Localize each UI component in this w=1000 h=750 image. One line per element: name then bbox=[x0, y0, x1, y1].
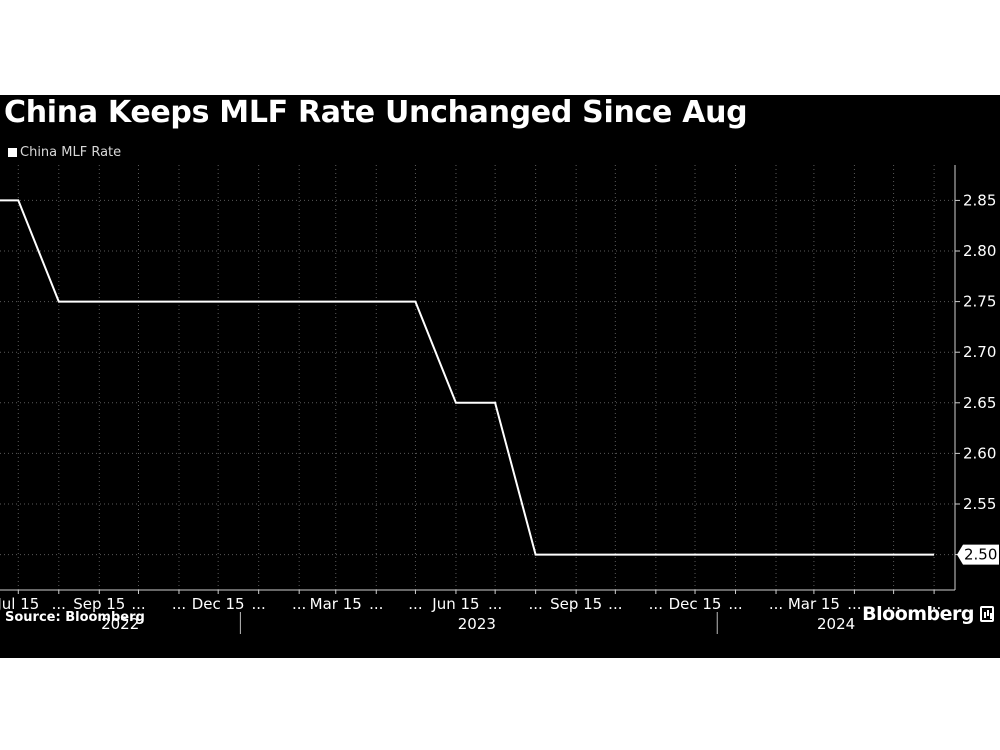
brand-name: Bloomberg bbox=[862, 603, 974, 625]
year-label: 2023 bbox=[458, 615, 496, 633]
chart-panel: China Keeps MLF Rate Unchanged Since Aug… bbox=[0, 95, 1000, 658]
x-tick-label: ... bbox=[252, 595, 266, 613]
x-tick-label: ... bbox=[649, 595, 663, 613]
bloomberg-logo: Bloomberg bbox=[862, 603, 994, 625]
y-tick-label: 2.60 bbox=[963, 444, 996, 462]
x-tick-label: ... bbox=[608, 595, 622, 613]
x-tick-label: ... bbox=[728, 595, 742, 613]
x-tick-label: Sep 15 bbox=[550, 595, 602, 613]
x-tick-label: ... bbox=[131, 595, 145, 613]
y-tick-label: 2.70 bbox=[963, 343, 996, 361]
x-tick-label: Mar 15 bbox=[788, 595, 840, 613]
x-tick-label: Dec 15 bbox=[669, 595, 722, 613]
y-tick-label: 2.55 bbox=[963, 495, 996, 513]
x-tick-label: ... bbox=[886, 595, 900, 613]
legend-label: China MLF Rate bbox=[20, 145, 122, 160]
y-tick-label: 2.80 bbox=[963, 242, 996, 260]
x-tick-label: ... bbox=[52, 595, 66, 613]
legend-swatch bbox=[8, 148, 17, 157]
year-label: 2024 bbox=[817, 615, 855, 633]
bar-chart-icon bbox=[980, 606, 994, 622]
x-tick-label: ... bbox=[488, 595, 502, 613]
last-value-label: 2.50 bbox=[964, 546, 997, 564]
x-tick-label: ... bbox=[408, 595, 422, 613]
x-tick-label: Jun 15 bbox=[431, 595, 479, 613]
legend: China MLF Rate bbox=[8, 145, 121, 160]
x-tick-label: ... bbox=[292, 595, 306, 613]
x-tick-label: ... bbox=[369, 595, 383, 613]
chart-title: China Keeps MLF Rate Unchanged Since Aug bbox=[4, 95, 748, 130]
x-tick-label: ... bbox=[847, 595, 861, 613]
x-tick-label: ... bbox=[927, 595, 941, 613]
year-label: 2022 bbox=[101, 615, 139, 633]
last-value-badge bbox=[957, 544, 999, 565]
x-tick-label: Jul 15 bbox=[0, 595, 39, 613]
x-tick-label: Sep 15 bbox=[73, 595, 125, 613]
x-tick-label: ... bbox=[769, 595, 783, 613]
x-tick-label: Mar 15 bbox=[310, 595, 362, 613]
line-chart: 2.55 2.60 2.65 2.70 2.75 2.80 2.85 Jul 15... Sep… bbox=[0, 165, 999, 634]
x-tick-label: ... bbox=[172, 595, 186, 613]
x-tick-label: ... bbox=[528, 595, 542, 613]
y-tick-label: 2.85 bbox=[963, 191, 996, 209]
y-tick-label: 2.75 bbox=[963, 293, 996, 311]
y-tick-label: 2.65 bbox=[963, 394, 996, 412]
source-note: Source: Bloomberg bbox=[5, 610, 145, 625]
series-line-china-mlf-rate bbox=[0, 199, 935, 556]
x-tick-label: Dec 15 bbox=[192, 595, 245, 613]
